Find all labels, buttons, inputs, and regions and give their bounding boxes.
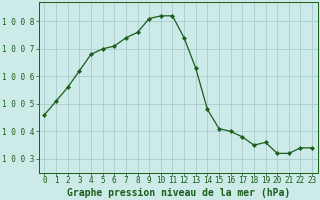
X-axis label: Graphe pression niveau de la mer (hPa): Graphe pression niveau de la mer (hPa) [67, 188, 290, 198]
